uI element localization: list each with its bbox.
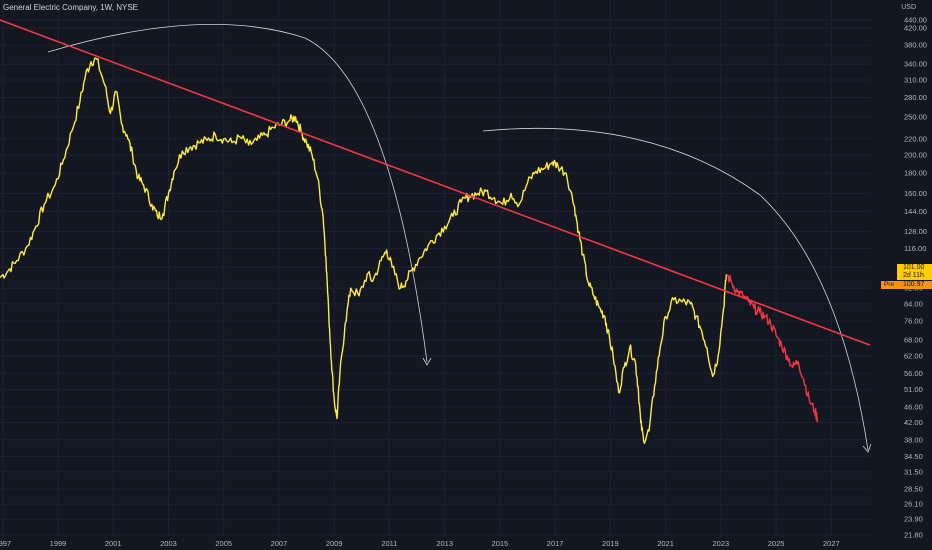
x-tick-label: 2027 (823, 539, 840, 548)
y-tick-label: 76.00 (904, 316, 923, 325)
y-tick-label: 34.50 (904, 452, 923, 461)
y-tick-label: 56.00 (904, 369, 923, 378)
y-tick-label: 84.00 (904, 299, 923, 308)
arc-annotations (47, 23, 872, 453)
arrow-head-icon (862, 443, 872, 453)
price-series (0, 19, 871, 445)
x-tick-label: 2009 (326, 539, 343, 548)
y-tick-label: 21.80 (904, 531, 923, 540)
pre-market-price-tag: 100.97 (897, 281, 932, 289)
x-tick-label: 1999 (50, 539, 67, 548)
y-tick-label: 38.00 (904, 435, 923, 444)
y-tick-label: 62.00 (904, 351, 923, 360)
currency-label: USD (901, 4, 916, 11)
y-tick-label: 51.00 (904, 385, 923, 394)
x-tick-label: 2017 (547, 539, 564, 548)
y-tick-label: 280.00 (904, 93, 927, 102)
y-tick-label: 116.00 (904, 244, 926, 253)
last-price: 101.00 (903, 264, 925, 271)
y-tick-label: 46.00 (904, 403, 923, 412)
bar-countdown: 2d 11h (903, 272, 924, 279)
x-tick-label: 2001 (105, 539, 122, 548)
x-tick-label: 2003 (160, 539, 177, 548)
y-tick-label: 23.90 (904, 515, 923, 524)
x-axis: 1997 1999 2001 2003 2005 2007 2009 2011 2013 2015… (0, 539, 840, 548)
chart-grid (0, 0, 870, 536)
arc-annotation-2 (482, 127, 869, 451)
y-tick-label: 26.10 (904, 500, 923, 509)
trend-line (0, 19, 871, 346)
arc-annotation-1 (47, 23, 428, 363)
pre-market-price: 100.97 (903, 281, 925, 288)
price-line-series-0 (0, 57, 728, 445)
x-tick-label: 2011 (381, 539, 397, 548)
y-tick-label: 420.00 (904, 23, 927, 32)
x-tick-label: 2023 (713, 539, 730, 548)
y-tick-label: 31.50 (904, 467, 923, 476)
pre-market-label: Pre (881, 281, 897, 289)
x-tick-label: 2013 (436, 539, 453, 548)
x-tick-label: 2025 (768, 539, 785, 548)
y-tick-label: 340.00 (904, 60, 927, 69)
x-tick-label: 2007 (271, 539, 288, 548)
last-price-tag: 101.00 2d 11h (897, 264, 932, 280)
y-tick-label: 42.00 (904, 418, 923, 427)
y-tick-label: 144.00 (904, 207, 927, 216)
y-tick-label: 160.00 (904, 189, 927, 198)
y-tick-label: 128.00 (904, 227, 927, 236)
price-line-series-1 (725, 273, 819, 423)
arrow-head-icon (422, 357, 432, 366)
y-tick-label: 68.00 (904, 336, 923, 345)
y-tick-label: 440.00 (904, 16, 927, 25)
x-tick-label: 1997 (0, 539, 11, 548)
y-tick-label: 200.00 (904, 151, 927, 160)
y-tick-label: 380.00 (904, 41, 927, 50)
y-tick-label: 250.00 (904, 112, 927, 121)
x-tick-label: 2005 (215, 539, 232, 548)
y-tick-label: 310.00 (904, 76, 927, 85)
y-tick-label: 180.00 (904, 169, 927, 178)
y-tick-label: 28.50 (904, 485, 923, 494)
x-tick-label: 2015 (492, 539, 509, 548)
symbol-title[interactable]: General Electric Company, 1W, NYSE (3, 3, 139, 12)
x-tick-label: 2021 (657, 539, 674, 548)
y-tick-label: 220.00 (904, 134, 927, 143)
x-tick-label: 2019 (602, 539, 619, 548)
